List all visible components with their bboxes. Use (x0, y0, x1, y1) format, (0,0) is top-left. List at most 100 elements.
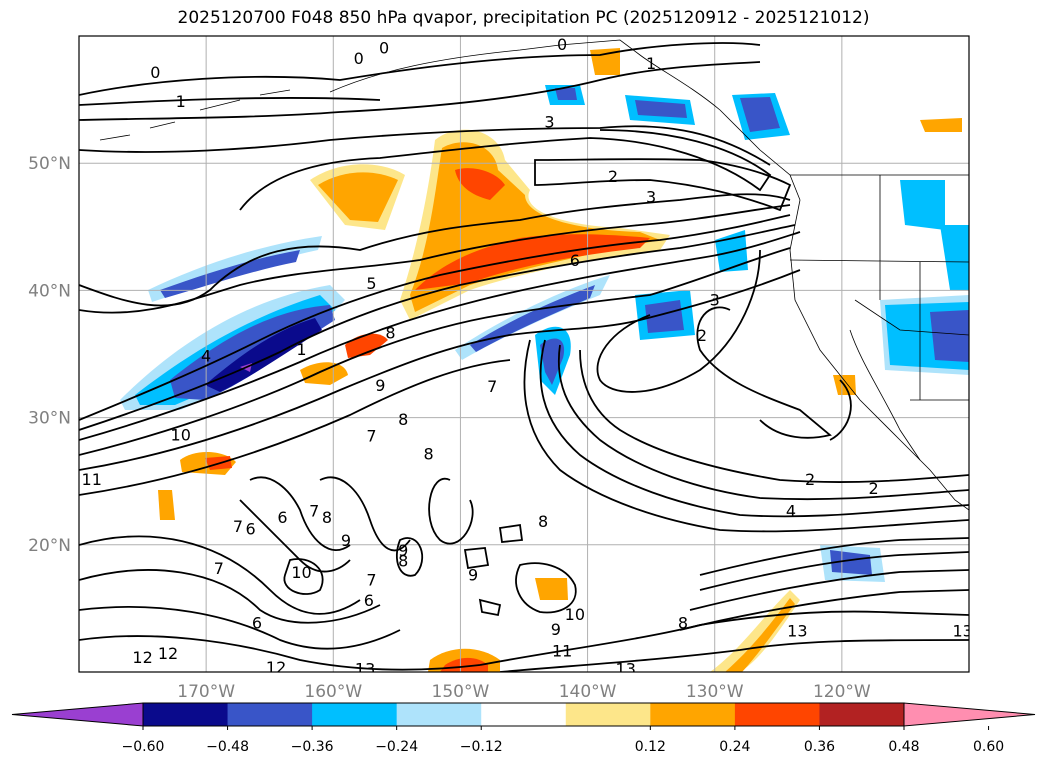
contour-label: 13 (616, 659, 636, 678)
qvapor-contours (79, 42, 969, 672)
contour-label: 4 (201, 347, 211, 366)
colorbar-frame (142, 702, 905, 727)
contour-label: 10 (565, 605, 585, 624)
colorbar-tick-label: −0.24 (375, 739, 418, 755)
contour-label: 12 (266, 658, 286, 677)
precip-negative-region (940, 225, 969, 290)
contour-label: 10 (171, 425, 191, 444)
qvapor-contour (499, 639, 969, 672)
qvapor-contour (79, 247, 791, 456)
contour-label: 12 (132, 648, 152, 667)
contour-label: 6 (246, 520, 256, 539)
qvapor-contour (534, 158, 792, 212)
contour-label: 8 (678, 614, 688, 633)
qvapor-contour (319, 476, 411, 552)
contour-label: 9 (398, 541, 408, 560)
contour-label: 6 (364, 591, 374, 610)
precip-positive-region (710, 590, 800, 672)
contour-label: 8 (398, 410, 408, 429)
contour-label: 10 (291, 563, 311, 582)
colorbar-segment (565, 703, 651, 726)
contour-label: 6 (570, 251, 580, 270)
contour-label: 8 (385, 324, 395, 343)
contour-label: 6 (277, 508, 287, 527)
colorbar-segment (734, 703, 820, 726)
lon-tick-label: 170°W (177, 682, 235, 702)
qvapor-contour (79, 359, 511, 496)
latitude-labels: 50°N 40°N 30°N 20°N (28, 154, 71, 556)
contour-label: 9 (341, 531, 351, 550)
qvapor-contour (249, 476, 351, 551)
contour-label: 2 (805, 470, 815, 489)
colorbar-tick-label: 0.48 (888, 739, 919, 755)
qvapor-contour (689, 569, 969, 611)
colorbar-tick-label: 0.60 (973, 739, 1004, 755)
contour-label: 3 (710, 291, 720, 310)
qvapor-contour (523, 339, 969, 533)
colorbar: −0.60 −0.48 −0.36 −0.24 −0.12 0.12 0.24 0.36 0.4… (11, 702, 1036, 755)
precip-negative-region (740, 97, 780, 132)
qvapor-contour (557, 344, 969, 501)
precip-negative-region (635, 100, 687, 118)
precip-negative-region (830, 550, 872, 575)
colorbar-segment (819, 703, 905, 726)
lat-tick-label: 30°N (28, 409, 71, 429)
lon-tick-label: 150°W (432, 682, 490, 702)
contour-label: 3 (544, 112, 554, 131)
precip-positive-region (920, 118, 962, 132)
contour-label: 13 (787, 621, 807, 640)
north-america-west-coastline (789, 199, 969, 511)
qvapor-contour (539, 339, 969, 518)
qvapor-contour (515, 562, 577, 614)
qvapor-contour (79, 214, 791, 421)
qvapor-contour (696, 306, 832, 439)
colorbar-segment (396, 703, 482, 726)
colorbar-tick-label: −0.48 (206, 739, 249, 755)
contour-label: 1 (296, 340, 306, 359)
qvapor-contour (79, 204, 791, 314)
contour-label: 8 (398, 551, 408, 570)
contour-label: 11 (82, 470, 102, 489)
qvapor-contour (79, 42, 761, 96)
qvapor-contour (699, 537, 969, 576)
precip-negative-region (540, 338, 565, 385)
colorbar-tick-label: −0.36 (291, 739, 334, 755)
qvapor-contour (829, 379, 852, 441)
precip-negative-region (645, 300, 684, 333)
qvapor-contour (478, 598, 502, 617)
qvapor-contour (699, 551, 969, 591)
lat-tick-label: 50°N (28, 154, 71, 174)
colorbar-tick-label: 0.12 (635, 739, 666, 755)
qvapor-contour (79, 269, 801, 471)
contour-label: 7 (487, 377, 497, 396)
lon-tick-label: 120°W (813, 682, 871, 702)
qvapor-contour (428, 477, 474, 545)
colorbar-tick-label: −0.60 (122, 739, 165, 755)
lon-tick-label: 130°W (686, 682, 744, 702)
precip-positive-region (535, 578, 568, 600)
colorbar-tick-label: 0.36 (804, 739, 835, 755)
lat-tick-label: 40°N (28, 281, 71, 301)
lon-tick-label: 160°W (304, 682, 362, 702)
colorbar-under-extension (11, 702, 144, 727)
precip-positive-region (725, 598, 795, 672)
colorbar-segment (312, 703, 398, 726)
precip-negative-region (205, 318, 322, 392)
contour-label: 9 (468, 565, 478, 584)
map-title: 2025120700 F048 850 hPa qvapor, precipit… (177, 8, 870, 28)
contour-label: 9 (375, 376, 385, 395)
contour-label: 4 (786, 502, 796, 521)
precip-negative-region (470, 285, 595, 352)
precip-positive-region (300, 362, 348, 385)
baja-coastline (849, 329, 921, 461)
contour-label: 11 (552, 642, 572, 661)
precip-negative-region (555, 88, 577, 100)
contour-label: 13 (355, 659, 375, 678)
contour-label: 9 (551, 620, 561, 639)
precip-positive-region (158, 490, 175, 520)
qvapor-contour (596, 249, 761, 393)
contour-label: 8 (322, 508, 332, 527)
qvapor-contour (479, 610, 969, 666)
